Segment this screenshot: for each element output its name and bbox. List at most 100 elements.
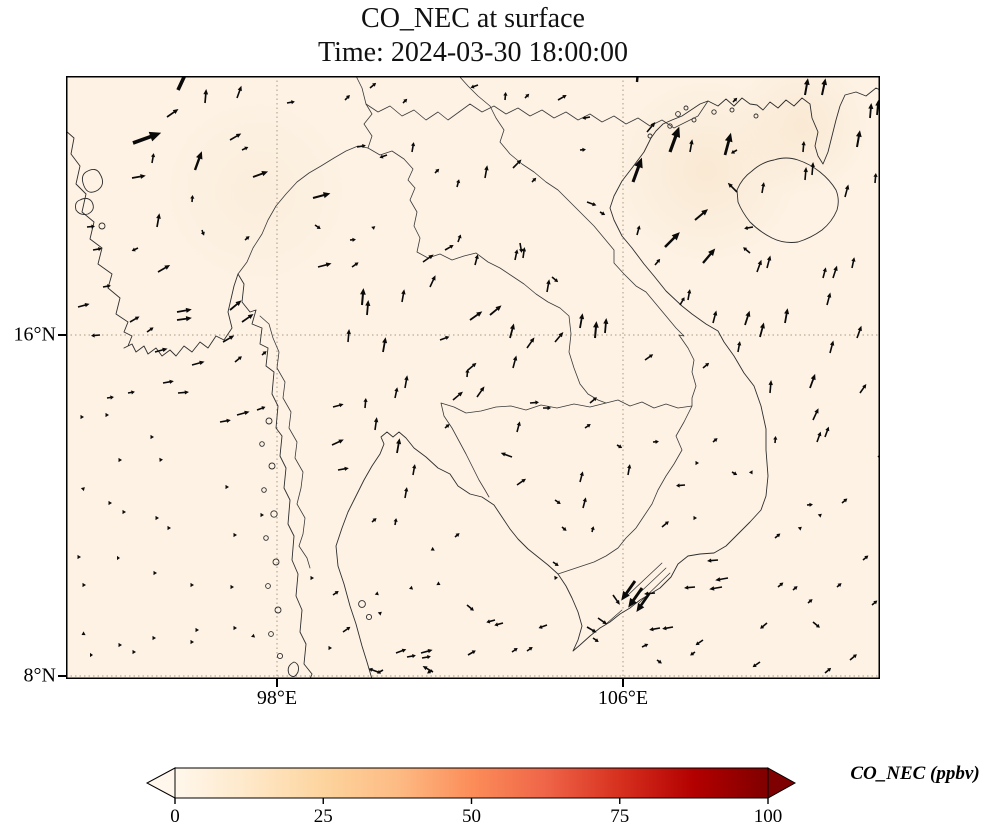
wind-arrow: [102, 284, 111, 289]
wind-arrow: [552, 561, 559, 567]
wind-arrow: [646, 122, 656, 133]
wind-arrow: [465, 369, 470, 378]
wind-arrow: [516, 421, 521, 433]
wind-arrow: [554, 332, 564, 343]
wind-arrow: [222, 335, 235, 343]
wind-arrow: [469, 311, 483, 321]
wind-arrow: [695, 460, 699, 466]
coastline-islet: [276, 652, 284, 660]
wind-arrow: [373, 417, 379, 431]
wind-arrow: [829, 340, 835, 354]
y-axis-tick: [58, 334, 66, 336]
colorbar-tick-label: 25: [314, 806, 333, 827]
wind-arrow: [871, 600, 878, 606]
y-axis-tick: [58, 675, 66, 677]
colorbar-ticks: 0 25 50 75 100: [170, 798, 782, 827]
wind-arrow: [641, 643, 649, 648]
coastline-islet: [272, 558, 280, 566]
co-field-patch: [156, 91, 356, 291]
x-axis-tick: [276, 679, 278, 687]
wind-arrow: [748, 470, 753, 475]
wind-arrow: [855, 130, 862, 148]
wind-arrow: [376, 669, 384, 674]
wind-arrow: [730, 149, 738, 154]
wind-arrow: [157, 265, 171, 273]
coastline-islet: [265, 583, 271, 589]
wind-arrow: [356, 143, 366, 149]
wind-arrow: [331, 439, 344, 446]
wind-arrow: [152, 635, 156, 641]
wind-arrow: [310, 575, 314, 581]
coastline-islet: [270, 510, 278, 518]
title-line-1: CO_NEC at surface: [361, 3, 585, 34]
wind-arrow: [371, 226, 376, 230]
wind-arrow: [489, 305, 502, 316]
wind-arrow: [579, 147, 586, 152]
wind-arrow: [409, 585, 414, 590]
map-plot-area: [66, 76, 880, 679]
coastline-islet: [753, 113, 759, 119]
wind-arrow: [636, 225, 641, 236]
wind-arrow: [337, 466, 349, 471]
wind-arrow: [422, 254, 434, 263]
wind-arrow: [723, 132, 733, 156]
wind-arrow: [662, 626, 674, 631]
wind-arrow: [816, 431, 822, 443]
wind-arrow: [756, 259, 762, 273]
coastline-islet: [729, 107, 735, 113]
wind-arrow: [456, 179, 461, 188]
wind-arrow: [509, 323, 515, 339]
wind-arrow: [773, 436, 778, 444]
border-thailand-cambodia: [440, 402, 607, 498]
wind-arrow: [332, 403, 344, 408]
wind-arrow: [151, 153, 156, 164]
border-china-laos: [365, 103, 460, 121]
wind-arrow: [557, 95, 567, 101]
wind-arrow: [256, 406, 266, 411]
wind-arrow: [589, 397, 597, 404]
wind-arrow: [586, 201, 597, 207]
wind-arrow: [379, 154, 388, 159]
map-canvas: [66, 76, 880, 679]
wind-arrow: [702, 362, 710, 369]
wind-arrow: [529, 400, 539, 405]
wind-arrow: [146, 327, 154, 333]
coastline-islet: [268, 462, 276, 470]
wind-arrow: [430, 546, 435, 551]
wind-arrow: [511, 647, 518, 653]
wind-arrow: [244, 236, 250, 241]
wind-arrow: [841, 498, 848, 504]
wind-arrow: [80, 414, 84, 420]
wind-arrow: [809, 373, 816, 389]
wind-arrow: [636, 593, 651, 613]
wind-arrow: [592, 637, 599, 643]
wind-arrow: [664, 232, 680, 248]
wind-arrow: [731, 471, 738, 476]
coastline-islet: [358, 600, 366, 608]
wind-arrow: [225, 484, 229, 490]
wind-arrow: [108, 500, 112, 506]
wind-arrow: [368, 667, 379, 673]
wind-arrow: [551, 276, 559, 283]
wind-arrow: [709, 586, 723, 591]
wind-arrow: [668, 126, 681, 153]
wind-arrow: [761, 182, 766, 194]
wind-arrow: [422, 666, 434, 673]
wind-arrow: [91, 333, 101, 338]
wind-arrow: [252, 171, 269, 178]
border-myanmar-thailand-peninsula: [259, 315, 311, 569]
wind-arrow: [117, 555, 120, 561]
wind-arrow: [792, 586, 798, 591]
wind-arrow: [621, 580, 637, 601]
wind-arrow: [836, 583, 842, 588]
wind-arrow: [77, 303, 90, 308]
wind-arrow: [627, 464, 632, 476]
wind-arrow: [467, 650, 476, 656]
wind-arrow: [543, 405, 551, 411]
wind-arrow: [862, 555, 869, 561]
border-myanmar-china: [355, 76, 367, 105]
coastline-islet: [98, 222, 106, 230]
figure-title: CO_NEC at surface Time: 2024-03-30 18:00…: [66, 2, 880, 70]
coastline-islet: [683, 105, 689, 111]
wind-arrow: [712, 438, 718, 443]
